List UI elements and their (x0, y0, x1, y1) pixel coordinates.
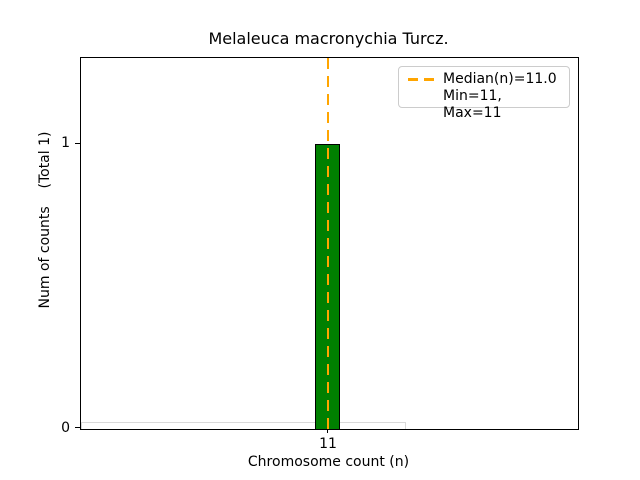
legend-label-median: Median(n)=11.0 (443, 71, 557, 87)
x-tick-label-11: 11 (319, 436, 337, 452)
dashed-line-swatch-icon (408, 78, 434, 81)
x-tick-mark-11 (327, 429, 328, 433)
y-tick-mark-0 (75, 427, 80, 428)
y-tick-label-1: 1 (61, 135, 70, 151)
legend: Median(n)=11.0 Min=11, Max=11 (398, 66, 570, 121)
chart-title: Melaleuca macronychia Turcz. (208, 29, 449, 48)
zero-count-bins-outline (81, 422, 406, 429)
median-line (327, 58, 329, 429)
x-axis-label: Chromosome count (n) (247, 454, 410, 470)
y-tick-label-0: 0 (61, 420, 70, 436)
legend-entry-median: Median(n)=11.0 (408, 71, 561, 88)
plot-area (80, 57, 579, 430)
y-tick-mark-1 (75, 143, 80, 144)
legend-entry-minmax: Min=11, Max=11 (443, 88, 561, 122)
legend-label-minmax: Min=11, Max=11 (443, 88, 502, 121)
y-axis-label: Num of counts (Total 1) (37, 131, 53, 309)
